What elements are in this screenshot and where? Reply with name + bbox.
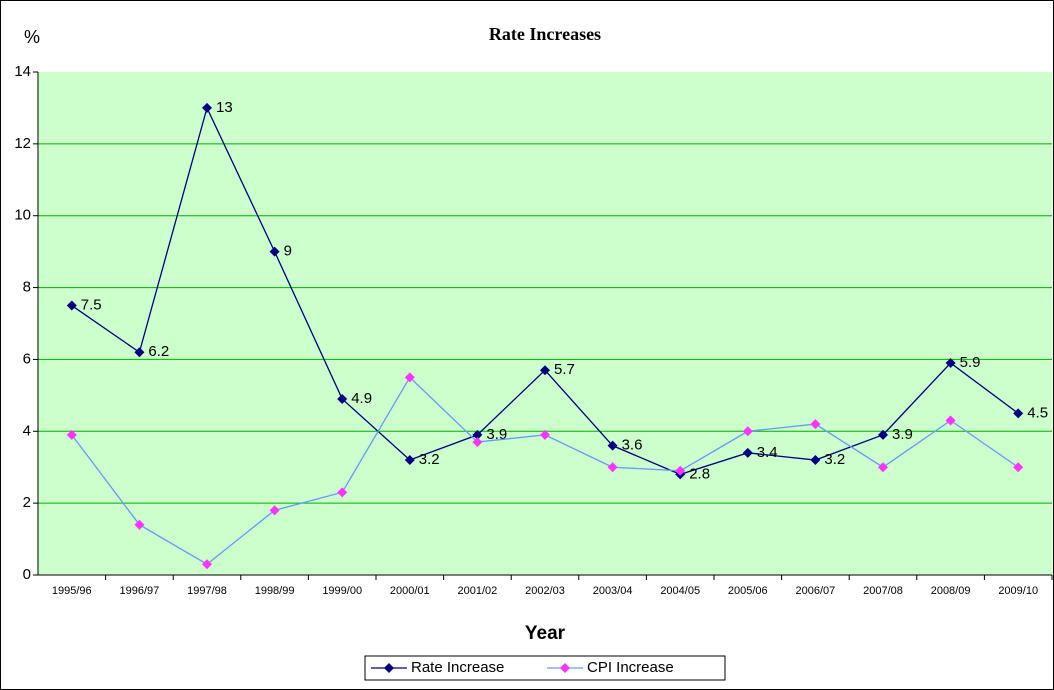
data-label: 3.6 — [622, 437, 643, 454]
marker — [945, 358, 956, 369]
data-label: 4.9 — [351, 390, 372, 407]
data-label: 2.8 — [689, 465, 710, 482]
marker — [1013, 462, 1024, 473]
marker — [134, 347, 145, 358]
data-label: 3.9 — [486, 426, 507, 443]
x-tick-label: 2003/04 — [593, 585, 633, 597]
x-tick-label: 2002/03 — [525, 585, 565, 597]
y-tick-label: 14 — [14, 63, 31, 80]
marker — [878, 462, 888, 473]
marker — [337, 393, 348, 404]
x-tick-label: 2009/10 — [998, 585, 1038, 597]
x-tick-label: 2004/05 — [660, 585, 700, 597]
x-tick-label: 1999/00 — [322, 585, 362, 597]
marker — [810, 455, 821, 466]
marker — [66, 300, 77, 311]
marker — [66, 429, 77, 440]
marker — [878, 429, 888, 440]
x-tick-label: 1998/99 — [255, 585, 295, 597]
chart-title: Rate Increases — [489, 24, 601, 44]
legend-label: CPI Increase — [587, 659, 674, 676]
marker — [269, 505, 280, 516]
x-tick-label: 1996/97 — [120, 585, 160, 597]
y-tick-label: 10 — [14, 207, 31, 224]
x-tick-label: 1995/96 — [52, 585, 92, 597]
marker — [540, 365, 550, 376]
marker — [472, 429, 483, 440]
plot-area — [38, 72, 1052, 575]
x-tick-label: 2008/09 — [931, 585, 971, 597]
data-label: 4.5 — [1027, 404, 1048, 421]
marker — [269, 246, 280, 257]
x-tick-label: 1997/98 — [187, 585, 227, 597]
marker — [202, 559, 212, 570]
x-tick-label: 2001/02 — [458, 585, 498, 597]
data-label: 3.2 — [824, 451, 845, 468]
data-label: 6.2 — [148, 343, 169, 360]
y-tick-label: 4 — [23, 422, 31, 439]
data-label: 3.4 — [757, 444, 778, 461]
y-tick-label: 2 — [23, 494, 31, 511]
marker — [1013, 408, 1024, 419]
marker — [675, 465, 686, 476]
data-label: 13 — [216, 99, 233, 116]
marker — [404, 372, 415, 383]
y-tick-label: 12 — [14, 135, 31, 152]
marker — [810, 419, 821, 430]
x-axis-label: Year — [525, 623, 566, 644]
marker — [472, 437, 483, 448]
marker — [337, 487, 348, 498]
y-axis-label: % — [24, 27, 40, 47]
data-label: 7.5 — [81, 297, 102, 314]
marker — [945, 415, 956, 426]
y-tick-label: 8 — [23, 279, 31, 296]
y-tick-label: 0 — [23, 566, 31, 583]
data-label: 3.2 — [419, 451, 440, 468]
x-tick-label: 2005/06 — [728, 585, 768, 597]
marker — [404, 455, 415, 466]
marker — [607, 462, 618, 473]
marker — [742, 447, 753, 458]
marker — [540, 429, 550, 440]
x-tick-label: 2000/01 — [390, 585, 430, 597]
legend-box — [364, 655, 726, 681]
data-label: 9 — [284, 243, 292, 260]
marker — [742, 426, 753, 437]
y-tick-label: 6 — [23, 350, 31, 367]
data-label: 5.7 — [554, 361, 575, 378]
data-label: 5.9 — [960, 354, 981, 371]
data-label: 3.9 — [892, 426, 913, 443]
x-tick-label: 2007/08 — [863, 585, 903, 597]
marker — [607, 440, 618, 451]
marker — [134, 519, 145, 530]
legend-label: Rate Increase — [411, 659, 504, 676]
x-tick-label: 2006/07 — [796, 585, 836, 597]
legend-marker — [384, 663, 394, 673]
legend-marker — [560, 663, 570, 673]
marker — [202, 102, 212, 113]
